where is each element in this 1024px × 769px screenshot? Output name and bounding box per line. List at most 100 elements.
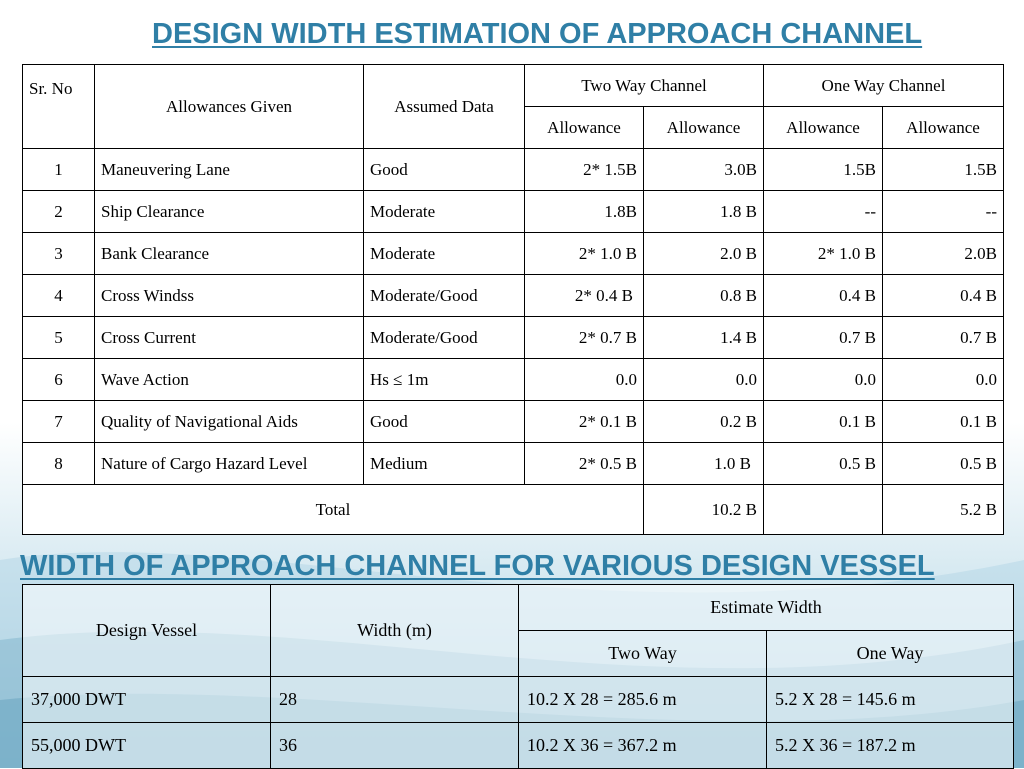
total-two-way: 10.2 B <box>643 484 764 535</box>
table-row: 8 Nature of Cargo Hazard Level Medium 2*… <box>22 442 1004 485</box>
header-allowance: Allowance <box>882 106 1004 149</box>
total-one-way: 5.2 B <box>882 484 1004 535</box>
cell-allowance: Wave Action <box>94 358 364 401</box>
page-title: DESIGN WIDTH ESTIMATION OF APPROACH CHAN… <box>152 18 923 50</box>
cell-one-way: 5.2 X 36 = 187.2 m <box>766 722 1014 769</box>
table-subheader-row: Allowance Allowance Allowance Allowance <box>23 106 1004 149</box>
header-two-way-channel: Two Way Channel <box>524 64 764 107</box>
cell-assumed: Moderate/Good <box>363 316 525 359</box>
cell-one-way-1: 0.5 B <box>763 442 883 485</box>
cell-one-way-1: -- <box>763 190 883 233</box>
allowance-table: Sr. No Allowances Given Assumed Data Two… <box>22 64 1004 535</box>
table-row: 4 Cross Windss Moderate/Good 2* 0.4 B 0.… <box>22 274 1004 317</box>
cell-assumed: Good <box>363 148 525 191</box>
cell-two-way-1: 2* 0.1 B <box>524 400 644 443</box>
cell-one-way: 5.2 X 28 = 145.6 m <box>766 676 1014 723</box>
total-label: Total <box>22 484 644 535</box>
cell-two-way-2: 2.0 B <box>643 232 764 275</box>
cell-sr: 3 <box>22 232 95 275</box>
cell-one-way-2: -- <box>882 190 1004 233</box>
cell-allowance: Maneuvering Lane <box>94 148 364 191</box>
cell-sr: 1 <box>22 148 95 191</box>
cell-two-way-1: 2* 0.4 B <box>524 274 644 317</box>
cell-two-way-2: 0.8 B <box>643 274 764 317</box>
header-sr-no: Sr. No <box>22 64 95 149</box>
cell-two-way-2: 1.0 B <box>643 442 764 485</box>
cell-two-way-2: 0.0 <box>643 358 764 401</box>
cell-one-way-2: 0.1 B <box>882 400 1004 443</box>
vessel-width-table: Design Vessel Width (m) Estimate Width T… <box>22 584 1014 769</box>
cell-one-way-1: 0.7 B <box>763 316 883 359</box>
table-row: 5 Cross Current Moderate/Good 2* 0.7 B 1… <box>22 316 1004 359</box>
header-one-way: One Way <box>766 630 1014 677</box>
table-row: 6 Wave Action Hs ≤ 1m 0.0 0.0 0.0 0.0 <box>22 358 1004 401</box>
header-one-way-channel: One Way Channel <box>763 64 1004 107</box>
cell-vessel: 55,000 DWT <box>22 722 271 769</box>
cell-one-way-1: 0.4 B <box>763 274 883 317</box>
cell-one-way-1: 1.5B <box>763 148 883 191</box>
table-header-row: Design Vessel Width (m) Estimate Width <box>22 584 1014 677</box>
cell-allowance: Cross Windss <box>94 274 364 317</box>
cell-sr: 5 <box>22 316 95 359</box>
cell-two-way-1: 2* 0.7 B <box>524 316 644 359</box>
cell-sr: 2 <box>22 190 95 233</box>
cell-assumed: Moderate <box>363 232 525 275</box>
header-width: Width (m) <box>270 584 519 677</box>
cell-one-way-2: 2.0B <box>882 232 1004 275</box>
cell-two-way-2: 1.8 B <box>643 190 764 233</box>
table-row: 7 Quality of Navigational Aids Good 2* 0… <box>22 400 1004 443</box>
header-assumed-data: Assumed Data <box>363 64 525 149</box>
cell-vessel: 37,000 DWT <box>22 676 271 723</box>
cell-assumed: Moderate <box>363 190 525 233</box>
cell-allowance: Bank Clearance <box>94 232 364 275</box>
cell-one-way-1: 0.1 B <box>763 400 883 443</box>
cell-one-way-1: 0.0 <box>763 358 883 401</box>
cell-sr: 6 <box>22 358 95 401</box>
cell-one-way-2: 0.7 B <box>882 316 1004 359</box>
total-row: Total 10.2 B 5.2 B <box>22 484 1004 535</box>
cell-allowance: Quality of Navigational Aids <box>94 400 364 443</box>
cell-one-way-2: 0.5 B <box>882 442 1004 485</box>
cell-one-way-2: 0.4 B <box>882 274 1004 317</box>
table-subheader-row: Two Way One Way <box>23 630 1014 677</box>
table-row: 2 Ship Clearance Moderate 1.8B 1.8 B -- … <box>22 190 1004 233</box>
header-estimate-width: Estimate Width <box>518 584 1014 631</box>
table-row: 1 Maneuvering Lane Good 2* 1.5B 3.0B 1.5… <box>22 148 1004 191</box>
cell-two-way-1: 2* 1.5B <box>524 148 644 191</box>
header-allowance: Allowance <box>763 106 883 149</box>
table-header-row: Sr. No Allowances Given Assumed Data Two… <box>22 64 1004 149</box>
cell-two-way-2: 3.0B <box>643 148 764 191</box>
header-two-way: Two Way <box>518 630 767 677</box>
cell-one-way-2: 0.0 <box>882 358 1004 401</box>
cell-one-way-1: 2* 1.0 B <box>763 232 883 275</box>
cell-assumed: Good <box>363 400 525 443</box>
total-one-way-blank <box>763 484 883 535</box>
cell-two-way-1: 0.0 <box>524 358 644 401</box>
cell-sr: 4 <box>22 274 95 317</box>
cell-assumed: Medium <box>363 442 525 485</box>
cell-allowance: Ship Clearance <box>94 190 364 233</box>
cell-two-way: 10.2 X 28 = 285.6 m <box>518 676 767 723</box>
cell-two-way-1: 2* 1.0 B <box>524 232 644 275</box>
table-row: 37,000 DWT 28 10.2 X 28 = 285.6 m 5.2 X … <box>22 676 1014 723</box>
table-row: 55,000 DWT 36 10.2 X 36 = 367.2 m 5.2 X … <box>22 722 1014 769</box>
table-row: 3 Bank Clearance Moderate 2* 1.0 B 2.0 B… <box>22 232 1004 275</box>
cell-two-way-2: 1.4 B <box>643 316 764 359</box>
cell-assumed: Hs ≤ 1m <box>363 358 525 401</box>
header-design-vessel: Design Vessel <box>22 584 271 677</box>
cell-two-way-1: 1.8B <box>524 190 644 233</box>
cell-allowance: Nature of Cargo Hazard Level <box>94 442 364 485</box>
header-allowances-given: Allowances Given <box>94 64 364 149</box>
cell-allowance: Cross Current <box>94 316 364 359</box>
cell-assumed: Moderate/Good <box>363 274 525 317</box>
cell-sr: 7 <box>22 400 95 443</box>
cell-two-way: 10.2 X 36 = 367.2 m <box>518 722 767 769</box>
cell-one-way-2: 1.5B <box>882 148 1004 191</box>
cell-width: 36 <box>270 722 519 769</box>
cell-sr: 8 <box>22 442 95 485</box>
cell-two-way-2: 0.2 B <box>643 400 764 443</box>
section-title: WIDTH OF APPROACH CHANNEL FOR VARIOUS DE… <box>20 550 935 582</box>
header-allowance: Allowance <box>524 106 644 149</box>
cell-width: 28 <box>270 676 519 723</box>
header-allowance: Allowance <box>643 106 764 149</box>
